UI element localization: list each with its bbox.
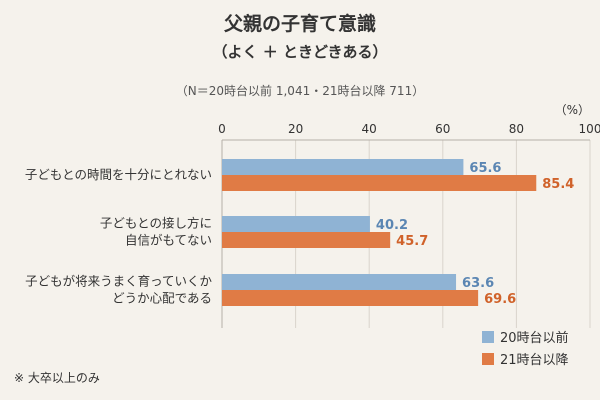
legend-label: 21時台以降 xyxy=(500,353,569,368)
data-label: 45.7 xyxy=(396,234,428,249)
chart-subtitle: （よく ＋ ときどきある） xyxy=(213,43,388,61)
category-label: 自信がもてない xyxy=(125,233,212,248)
bar-before-21 xyxy=(222,274,457,290)
bar-after-21 xyxy=(222,232,391,248)
bar-before-21 xyxy=(222,216,370,232)
category-label: 子どもが将来うまく育っていくか xyxy=(25,274,212,289)
bar-after-21 xyxy=(222,175,537,191)
legend-swatch xyxy=(482,331,494,343)
bars: 65.6 40.2 63.6 85.4 45.7 69.6 xyxy=(222,159,574,307)
bar-before-21 xyxy=(222,159,464,175)
footnote: ※ 大卒以上のみ xyxy=(14,371,100,385)
x-tick-label: 60 xyxy=(435,122,450,136)
chart-title: 父親の子育て意識 xyxy=(223,12,376,35)
x-tick-label: 80 xyxy=(509,122,524,136)
x-tick-label: 20 xyxy=(288,122,303,136)
x-tick-label: 40 xyxy=(362,122,377,136)
data-label: 63.6 xyxy=(462,276,494,291)
bar-after-21 xyxy=(222,290,479,306)
category-label: 子どもとの接し方に xyxy=(100,216,212,231)
category-label: どうか心配である xyxy=(112,291,212,306)
unit-label: （%） xyxy=(555,103,590,117)
data-label: 85.4 xyxy=(542,177,574,192)
data-label: 40.2 xyxy=(376,218,408,233)
category-label: 子どもとの時間を十分にとれない xyxy=(25,167,212,182)
legend: 20時台以前 21時台以降 xyxy=(482,330,569,368)
legend-label: 20時台以前 xyxy=(500,330,569,346)
data-label: 65.6 xyxy=(469,161,501,176)
x-tick-label: 0 xyxy=(218,122,226,136)
legend-swatch xyxy=(482,353,494,365)
x-axis-ticks: 0 20 40 60 80 100 xyxy=(218,122,600,136)
sample-note: （N＝20時台以前 1,041・21時台以降 711） xyxy=(176,83,424,98)
category-labels: 子どもとの時間を十分にとれない子どもとの接し方に自信がもてない子どもが将来うまく… xyxy=(25,167,213,306)
data-label: 69.6 xyxy=(484,292,516,307)
x-tick-label: 100 xyxy=(579,122,600,136)
